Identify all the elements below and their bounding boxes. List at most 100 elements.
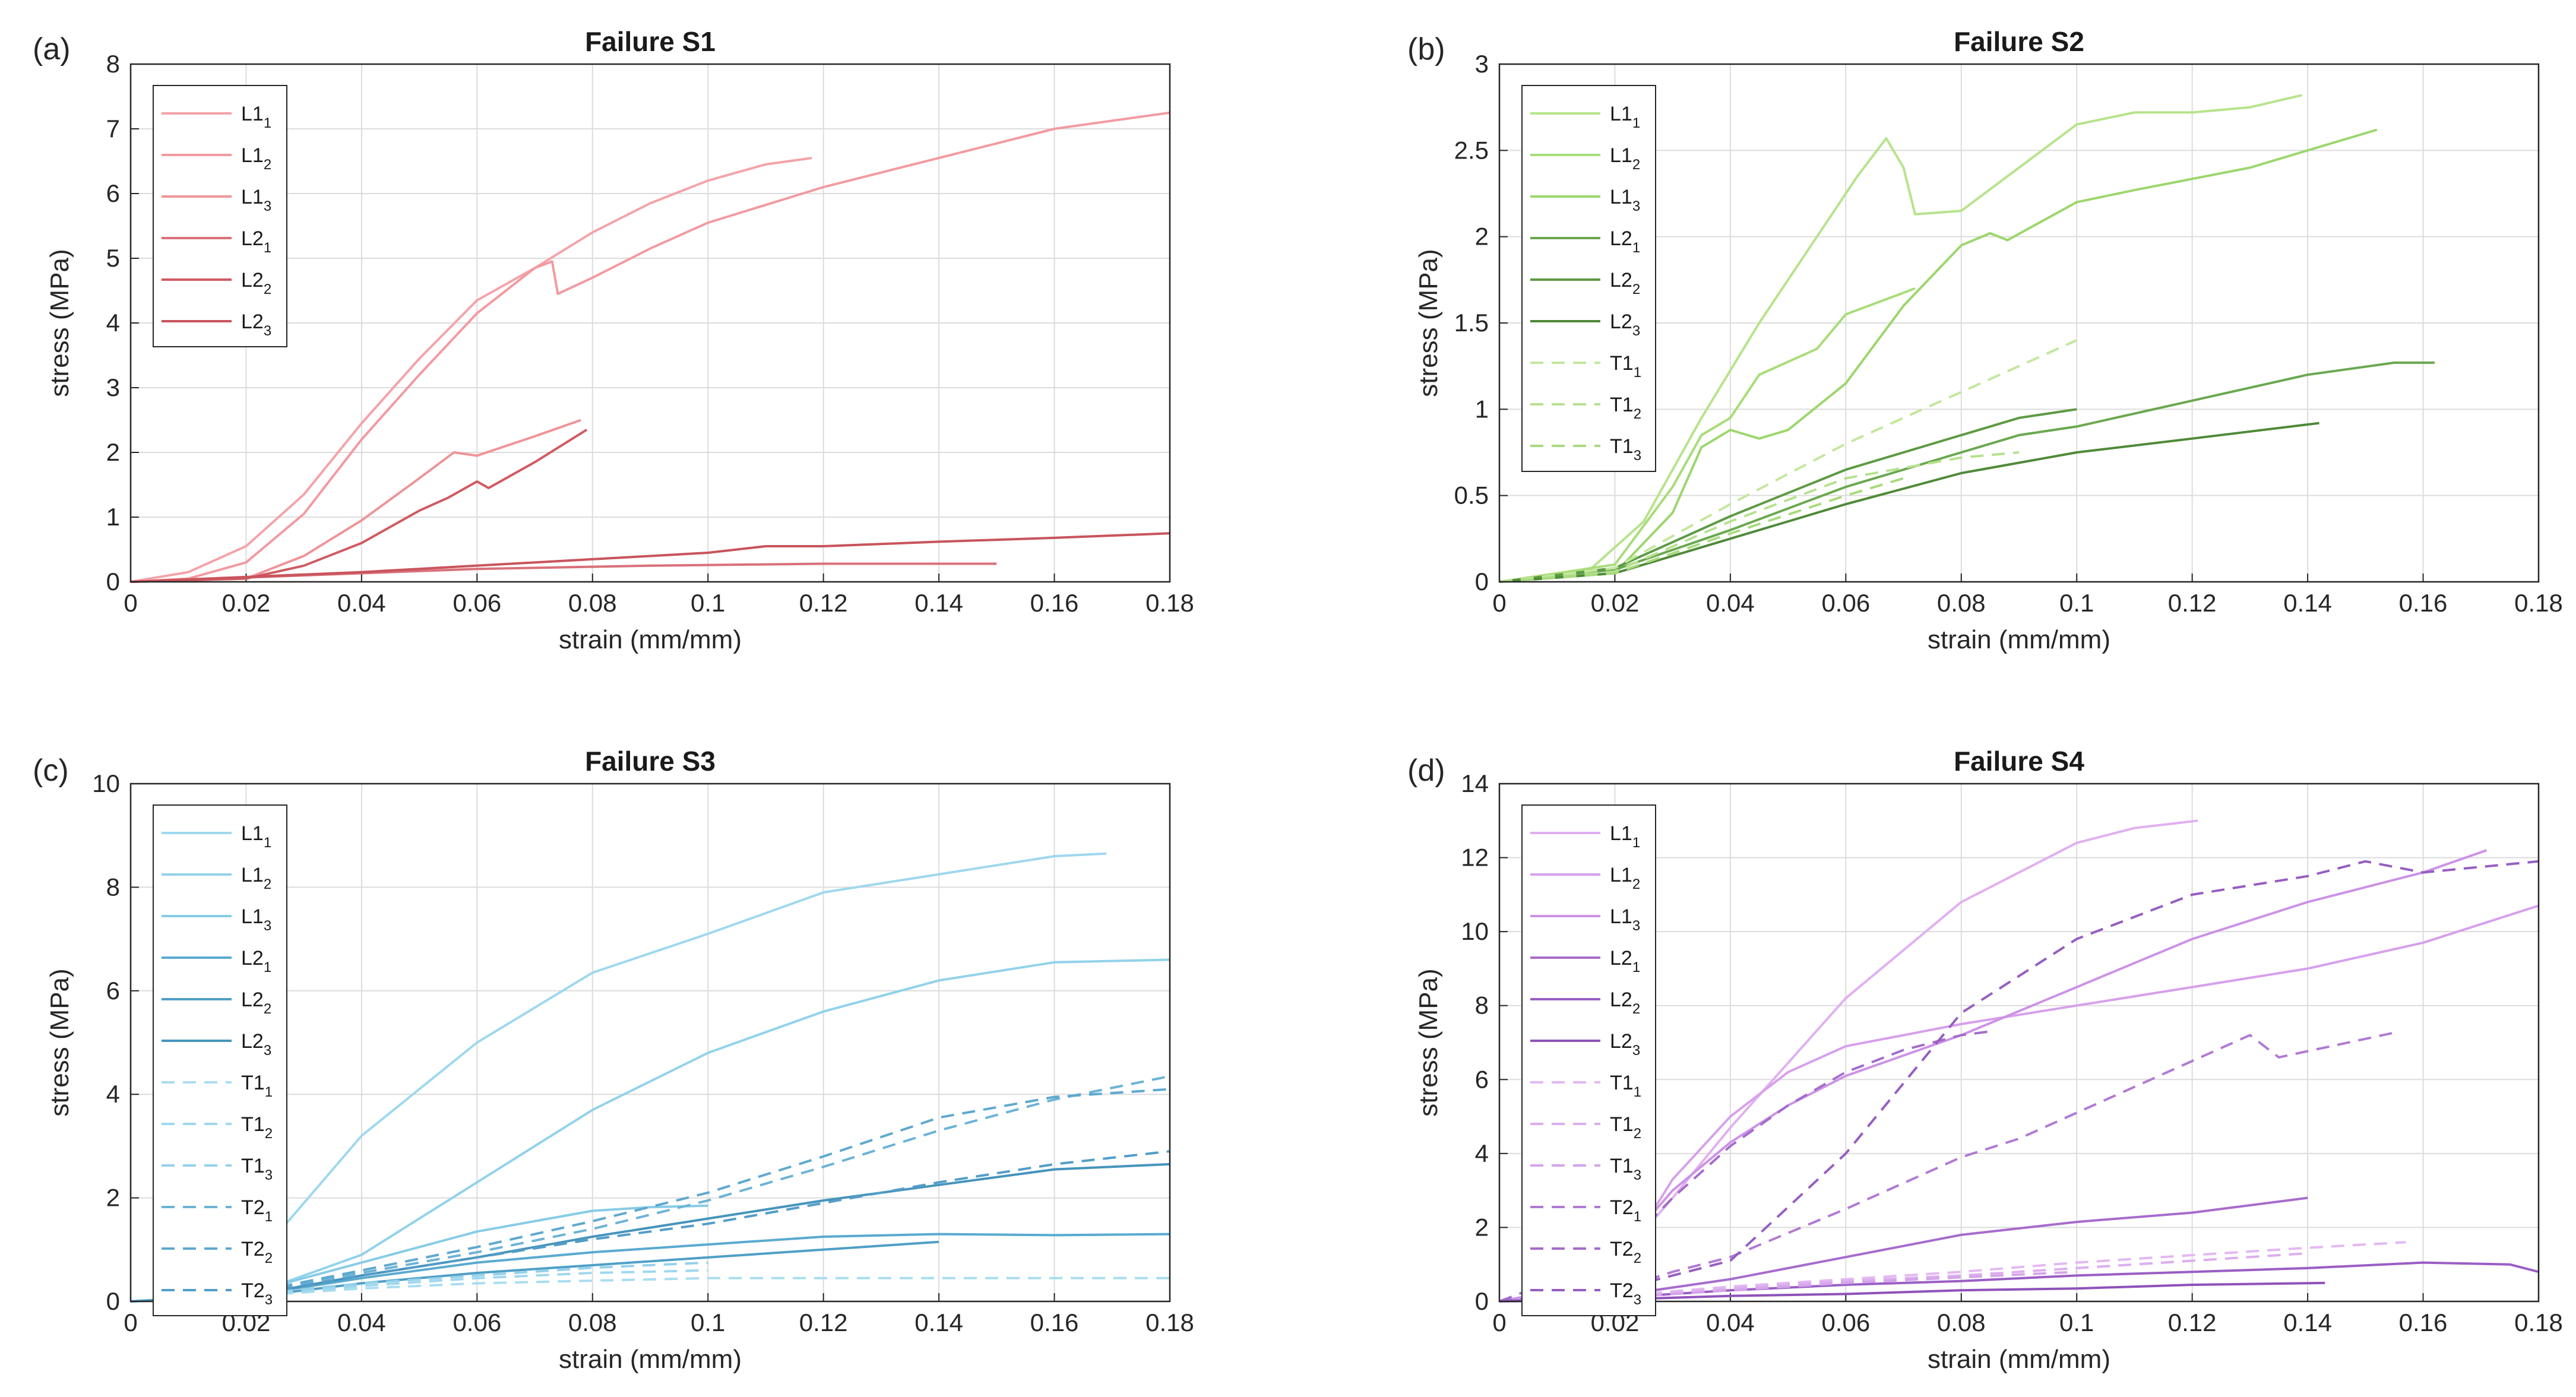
legend-label: L13 [241,186,271,214]
legend-label: T12 [1610,1113,1641,1142]
y-tick-label: 2.5 [1454,136,1489,164]
x-tick-label: 0.12 [799,589,848,617]
y-tick-label: 4 [1475,1139,1489,1167]
panel-label: (d) [1407,753,1445,788]
panel-label: (b) [1407,32,1445,66]
y-tick-label: 10 [92,769,120,797]
legend-label: L21 [241,227,271,256]
legend-label: T23 [1610,1279,1641,1308]
panel-1: 0 0.02 0.04 0.06 0.08 0.1 0.12 0.14 0.16 0.18 0 1 2 3… [33,26,1194,654]
legend-label: L11 [241,103,271,131]
legend-label: L22 [1610,269,1640,297]
legend: L11 L12 L13 L21 L22 L23 T11 T12 T13 [1521,85,1656,472]
legend-label: T21 [1610,1196,1641,1225]
legend-box [153,804,287,1316]
legend-label: T22 [1610,1238,1641,1266]
x-tick-label: 0.06 [452,1309,501,1336]
legend-label: L11 [241,822,271,851]
x-tick-label: 0.04 [1706,589,1755,617]
x-tick-label: 0.18 [2514,589,2563,617]
legend-label: L11 [1610,103,1640,131]
x-tick-label: 0.04 [1706,1309,1755,1336]
x-tick-label: 0.1 [691,1309,725,1336]
y-tick-label: 2 [1475,223,1489,251]
series-line-t1-2-dashed [1499,451,2020,583]
x-tick-label: 0.14 [914,1309,963,1336]
legend-label: T22 [241,1238,273,1266]
panel-label: (a) [33,32,71,66]
series-line-l1-3 [1499,128,2378,583]
series-line-t1-1-dashed [1499,339,2078,583]
chart-title: Failure S2 [1954,26,2084,57]
panel-label: (c) [33,753,69,788]
y-tick-label: 2 [106,1184,120,1212]
series-line-l1-2 [130,111,1170,583]
y-tick-label: 0 [1475,568,1489,595]
legend: L11 L12 L13 L21 L22 L23 T11 T12 T13 T21 T22 T23 [1521,804,1656,1316]
y-tick-label: 1 [1475,395,1489,423]
legend-label: L12 [1610,864,1640,892]
y-tick-label: 0.5 [1454,481,1489,509]
series-line-l1-2 [1499,287,1916,583]
chart-title: Failure S4 [1954,746,2084,777]
y-tick-label: 12 [1461,844,1489,872]
y-tick-label: 0 [106,1287,120,1315]
x-tick-label: 0.04 [337,589,386,617]
x-tick-label: 0.02 [1591,589,1640,617]
x-tick-label: 0.1 [2059,1309,2094,1336]
x-tick-label: 0.06 [1821,589,1870,617]
x-tick-label: 0.16 [2399,1309,2448,1336]
axes-box [1498,63,2540,583]
legend-label: T11 [1610,1072,1641,1100]
legend-label: L23 [1610,1030,1640,1059]
legend-label: L22 [1610,989,1640,1017]
x-tick-label: 0.18 [2514,1309,2563,1336]
legend-label: L23 [241,311,271,339]
series-line-t2-3-dashed [1499,860,2539,1303]
x-tick-label: 0 [1492,1309,1506,1336]
series-group [130,111,1170,583]
series-line-l1-2 [130,958,1170,1303]
y-tick-label: 8 [1475,991,1489,1019]
series-line-l2-2 [130,429,588,583]
legend-label: T12 [241,1113,273,1142]
legend-label: L22 [241,989,271,1017]
x-tick-label: 0 [1492,589,1506,617]
plot-area [1499,784,2539,1301]
y-tick-label: 5 [106,244,120,272]
x-axis-label: strain (mm/mm) [1928,625,2110,654]
y-axis-label: stress (MPa) [1414,968,1443,1116]
series-line-l1-3 [130,419,581,583]
legend-label: L23 [1610,311,1640,339]
y-tick-label: 1.5 [1454,309,1489,337]
legend-label: T11 [241,1072,273,1100]
x-tick-label: 0.08 [1937,589,1986,617]
y-tick-label: 0 [1475,1287,1489,1315]
legend-label: L12 [241,144,271,173]
series-line-l2-3 [130,532,1170,583]
panel-3: 0 0.02 0.04 0.06 0.08 0.1 0.12 0.14 0.16 0.180246… [33,746,1194,1374]
legend-label: T21 [241,1196,273,1225]
legend-label: L12 [1610,144,1640,173]
x-tick-label: 0.16 [1030,1309,1079,1336]
legend-label: L23 [241,1030,271,1059]
y-tick-label: 3 [106,373,120,401]
x-axis-label: strain (mm/mm) [1928,1345,2110,1374]
y-tick-label: 2 [106,438,120,466]
y-tick-label: 1 [106,503,120,531]
legend-label: T13 [241,1155,273,1183]
series-line-l2-1 [1499,361,2435,583]
legend-label: L12 [241,864,271,892]
legend-label: T23 [241,1279,273,1308]
legend-label: T11 [1610,352,1641,381]
x-tick-label: 0.18 [1145,589,1194,617]
y-tick-label: 4 [106,1080,120,1108]
series-line-t2-1-dashed [1499,1030,2401,1303]
x-tick-label: 0.08 [1937,1309,1986,1336]
x-tick-label: 0.12 [2168,1309,2217,1336]
y-tick-label: 0 [106,568,120,595]
x-tick-label: 0 [124,1309,137,1336]
legend-box [153,85,287,347]
axes-box [129,63,1171,583]
